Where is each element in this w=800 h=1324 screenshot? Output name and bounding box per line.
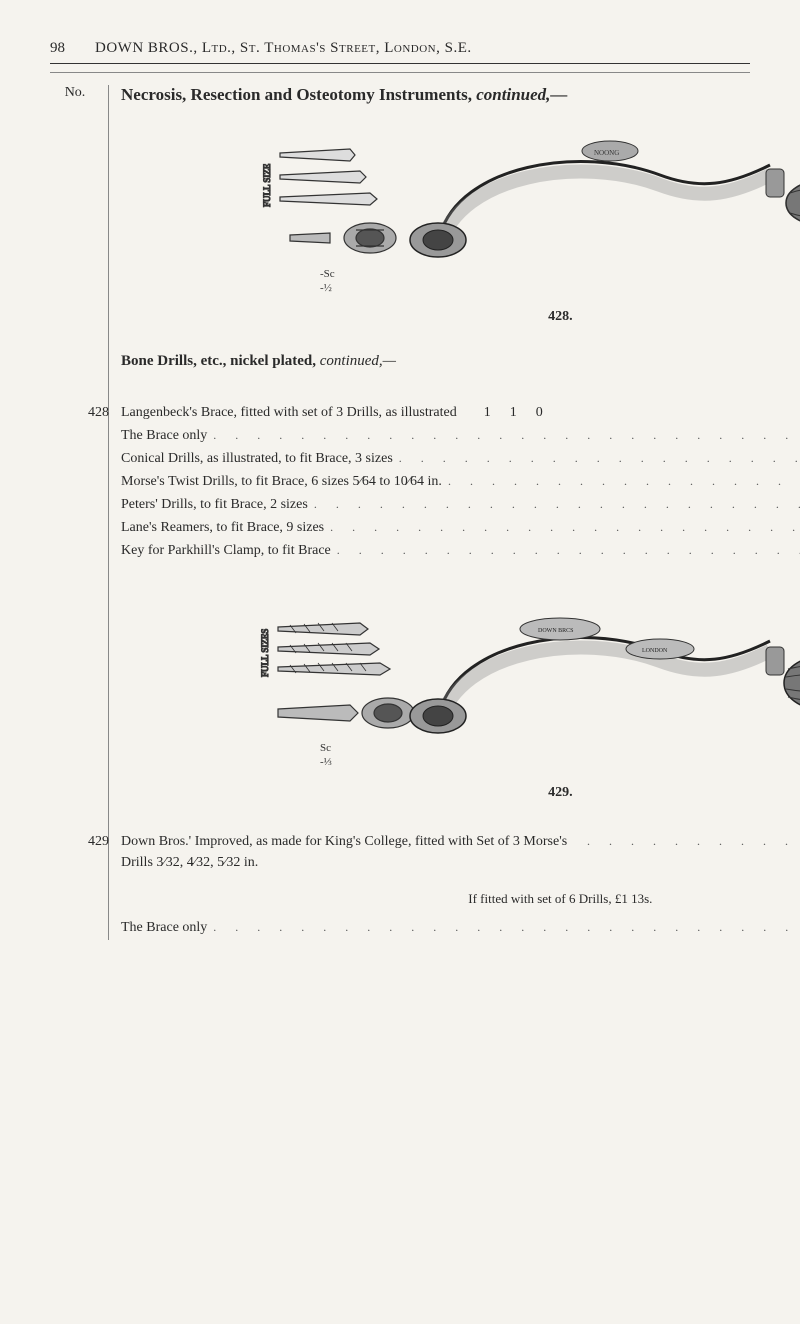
dot-leader	[213, 426, 800, 445]
main-column: Necrosis, Resection and Osteotomy Instru…	[109, 85, 800, 940]
price-row: 428 Langenbeck's Brace, fitted with set …	[121, 402, 800, 423]
price-row: Peters' Drills, to fit Brace, 2 sizes „ …	[121, 494, 800, 515]
figure-429-number: 429.	[121, 785, 800, 801]
group-heading-text: Bone Drills, etc., nickel plated,	[121, 353, 320, 369]
price-row: Morse's Twist Drills, to fit Brace, 6 si…	[121, 471, 800, 492]
price-row: The Brace only each 0 15 0	[121, 425, 800, 446]
group-heading: Bone Drills, etc., nickel plated, contin…	[121, 353, 800, 370]
price-block-428: £ s. d 428 Langenbeck's Brace, fitted wi…	[121, 384, 800, 561]
number-column: No.	[50, 85, 109, 940]
price-l: 1	[465, 402, 491, 423]
svg-text:LONDON: LONDON	[642, 648, 668, 654]
fitting-note: If fitted with set of 6 Drills, £1 13s.	[121, 891, 800, 907]
desc: The Brace only	[121, 917, 207, 938]
svg-text:FULL SIZE: FULL SIZE	[262, 163, 272, 207]
svg-text:Sc: Sc	[320, 742, 331, 754]
desc: Morse's Twist Drills, to fit Brace, 6 si…	[121, 471, 442, 492]
section-title-text: Necrosis, Resection and Osteotomy Instru…	[121, 85, 476, 104]
header-title: DOWN BROS., Ltd., St. Thomas's Street, L…	[95, 40, 472, 57]
figure-428: FULL SIZE -Sc -½	[121, 135, 800, 325]
no-label: No.	[50, 85, 100, 101]
dot-leader	[213, 918, 800, 937]
price-row: Lane's Reamers, to fit Brace, 9 sizes „ …	[121, 517, 800, 538]
desc: Conical Drills, as illustrated, to fit B…	[121, 448, 393, 469]
section-title-em: continued,—	[476, 85, 567, 104]
group-heading-em: continued,—	[320, 353, 396, 369]
price-row: The Brace only each 0 18 0	[121, 917, 800, 938]
price-row: Key for Parkhill's Clamp, to fit Brace „…	[121, 540, 800, 561]
svg-text:DOWN BRCS: DOWN BRCS	[538, 628, 574, 634]
section-title: Necrosis, Resection and Osteotomy Instru…	[121, 85, 800, 105]
dot-leader	[337, 541, 800, 560]
dot-leader	[399, 449, 800, 468]
dot-leader	[587, 832, 800, 851]
figure-428-number: 428.	[121, 309, 800, 325]
desc: The Brace only	[121, 425, 207, 446]
dot-leader	[330, 518, 800, 537]
dot-leader	[314, 495, 800, 514]
desc: Key for Parkhill's Clamp, to fit Brace	[121, 540, 331, 561]
brace-illustration-429: FULL SIZES Sc -⅓	[260, 611, 800, 781]
dot-leader	[448, 472, 800, 491]
price-block-429: 429 Down Bros.' Improved, as made for Ki…	[121, 831, 800, 938]
svg-text:-⅓: -⅓	[320, 756, 332, 768]
svg-text:NOONG: NOONG	[594, 149, 619, 157]
desc: Down Bros.' Improved, as made for King's…	[121, 831, 581, 873]
brace-illustration-428: FULL SIZE -Sc -½	[260, 135, 800, 305]
desc: Langenbeck's Brace, fitted with set of 3…	[121, 402, 457, 423]
price-d: 0	[517, 402, 543, 423]
price-header: £ s. d	[121, 384, 800, 400]
svg-text:FULL SIZES: FULL SIZES	[260, 629, 270, 677]
figure-429: FULL SIZES Sc -⅓	[121, 611, 800, 801]
page-header: 98 DOWN BROS., Ltd., St. Thomas's Street…	[50, 40, 750, 64]
content-row: No. Necrosis, Resection and Osteotomy In…	[50, 72, 750, 940]
svg-text:-½: -½	[320, 282, 332, 294]
price-row: 429 Down Bros.' Improved, as made for Ki…	[121, 831, 800, 873]
price-s: 1	[491, 402, 517, 423]
entry-number: 429	[67, 831, 121, 852]
entry-number: 428	[67, 402, 121, 423]
desc: Peters' Drills, to fit Brace, 2 sizes	[121, 494, 308, 515]
price-row: Conical Drills, as illustrated, to fit B…	[121, 448, 800, 469]
desc: Lane's Reamers, to fit Brace, 9 sizes	[121, 517, 324, 538]
catalog-page: 98 DOWN BROS., Ltd., St. Thomas's Street…	[0, 0, 800, 1000]
svg-text:-Sc: -Sc	[320, 268, 335, 280]
page-number: 98	[50, 40, 65, 57]
